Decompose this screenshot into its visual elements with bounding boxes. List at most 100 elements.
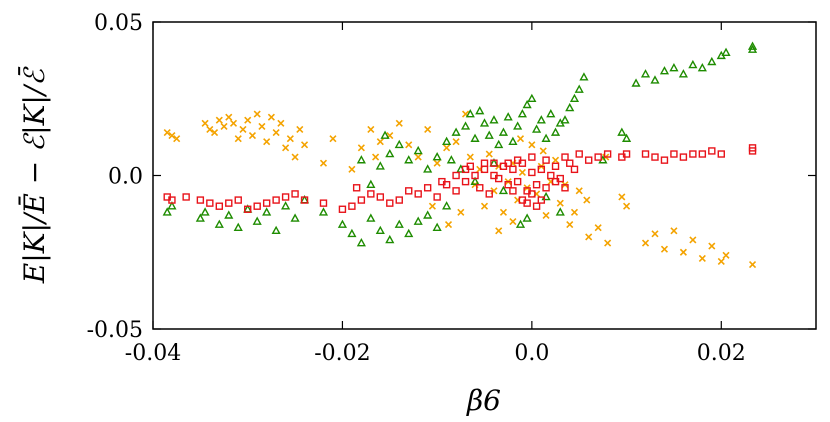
data-point-triangle bbox=[318, 207, 329, 216]
data-point-triangle bbox=[442, 201, 452, 210]
data-point-triangle bbox=[747, 44, 758, 53]
data-point-cross bbox=[433, 159, 441, 167]
data-point-square bbox=[480, 159, 489, 167]
data-point-cross bbox=[542, 211, 550, 219]
data-point-cross bbox=[499, 208, 508, 216]
data-point-square bbox=[405, 187, 413, 195]
data-point-square bbox=[452, 171, 460, 180]
data-point-triangle bbox=[233, 222, 243, 231]
data-point-cross bbox=[509, 217, 517, 226]
data-point-square bbox=[196, 196, 205, 204]
data-point-cross bbox=[225, 113, 233, 121]
data-point-cross bbox=[215, 116, 223, 124]
data-points bbox=[162, 41, 758, 269]
data-point-cross bbox=[575, 187, 583, 195]
data-point-square bbox=[367, 190, 375, 198]
data-point-cross bbox=[220, 122, 228, 130]
data-point-square bbox=[490, 159, 498, 167]
data-point-cross bbox=[516, 135, 525, 143]
data-point-cross bbox=[651, 230, 659, 238]
data-point-square bbox=[485, 190, 493, 198]
data-point-cross bbox=[376, 138, 384, 146]
data-point-triangle bbox=[252, 216, 262, 225]
data-point-cross bbox=[395, 119, 403, 127]
data-point-cross bbox=[566, 221, 574, 229]
data-point-square bbox=[708, 147, 716, 155]
data-point-triangle bbox=[747, 41, 758, 50]
data-point-triangle bbox=[721, 47, 731, 56]
data-point-cross bbox=[357, 144, 365, 152]
data-point-triangle bbox=[281, 201, 291, 210]
data-point-square bbox=[338, 205, 347, 213]
data-point-triangle bbox=[470, 133, 480, 142]
data-point-triangle bbox=[569, 93, 580, 103]
y-tick-label: -0.05 bbox=[87, 318, 143, 343]
data-point-square bbox=[509, 165, 517, 174]
data-point-cross bbox=[623, 202, 631, 210]
data-point-triangle bbox=[394, 219, 404, 228]
data-point-triangle bbox=[555, 207, 565, 216]
x-tick-label: 0.0 bbox=[514, 341, 549, 366]
data-point-triangle bbox=[375, 225, 385, 235]
data-point-square bbox=[660, 156, 669, 164]
data-point-triangle bbox=[162, 207, 172, 216]
data-point-triangle bbox=[489, 115, 499, 124]
data-point-square bbox=[168, 196, 176, 204]
x-tick-label: -0.04 bbox=[125, 341, 181, 366]
data-point-square bbox=[244, 205, 252, 213]
data-point-cross bbox=[457, 208, 465, 216]
data-point-square bbox=[414, 190, 422, 198]
data-point-square bbox=[281, 193, 290, 201]
x-axis-title: β6 bbox=[466, 384, 501, 417]
data-point-triangle bbox=[617, 127, 627, 136]
data-point-triangle bbox=[515, 219, 526, 228]
data-point-cross bbox=[319, 159, 328, 167]
data-point-square bbox=[570, 165, 579, 174]
data-point-cross bbox=[424, 125, 432, 134]
data-point-cross bbox=[722, 251, 730, 259]
data-point-cross bbox=[296, 125, 304, 134]
data-point-triangle bbox=[337, 219, 348, 228]
data-point-triangle bbox=[200, 207, 210, 216]
data-point-square bbox=[551, 162, 560, 170]
data-point-square bbox=[504, 181, 512, 189]
data-point-square bbox=[476, 184, 484, 192]
data-point-cross bbox=[480, 202, 489, 210]
axis-ticks: -0.04 -0.02 0.0 0.02 0.05 0.0 -0.05 bbox=[87, 11, 816, 366]
data-point-square bbox=[542, 156, 550, 164]
data-point-square bbox=[679, 153, 688, 161]
data-point-cross bbox=[173, 135, 181, 143]
data-point-square bbox=[542, 184, 550, 192]
data-point-cross bbox=[372, 153, 380, 161]
data-point-triangle bbox=[631, 78, 641, 87]
data-point-square bbox=[348, 202, 356, 210]
data-point-triangle bbox=[517, 109, 527, 118]
data-point-cross bbox=[551, 156, 560, 164]
data-point-triangle bbox=[432, 152, 442, 161]
data-point-square bbox=[575, 150, 583, 158]
data-point-cross bbox=[210, 128, 219, 137]
data-point-triangle bbox=[394, 139, 404, 149]
data-point-cross bbox=[444, 221, 453, 229]
data-point-square bbox=[182, 193, 190, 201]
data-point-triangle bbox=[498, 127, 509, 136]
data-point-triangle bbox=[697, 62, 707, 72]
data-point-square bbox=[253, 202, 261, 210]
data-point-cross bbox=[405, 141, 413, 149]
data-point-square bbox=[291, 190, 299, 198]
data-point-cross bbox=[443, 144, 451, 152]
data-point-square bbox=[513, 156, 522, 164]
data-point-triangle bbox=[532, 124, 542, 133]
data-point-square bbox=[352, 184, 361, 192]
data-point-triangle bbox=[484, 130, 494, 139]
data-point-triangle bbox=[432, 222, 442, 231]
data-point-square bbox=[622, 150, 631, 158]
data-point-triangle bbox=[413, 145, 423, 155]
data-point-triangle bbox=[479, 118, 490, 127]
data-point-square bbox=[551, 177, 560, 186]
data-point-cross bbox=[244, 116, 252, 124]
data-point-triangle bbox=[442, 136, 452, 146]
data-point-square bbox=[528, 190, 536, 198]
data-point-square bbox=[670, 150, 678, 158]
